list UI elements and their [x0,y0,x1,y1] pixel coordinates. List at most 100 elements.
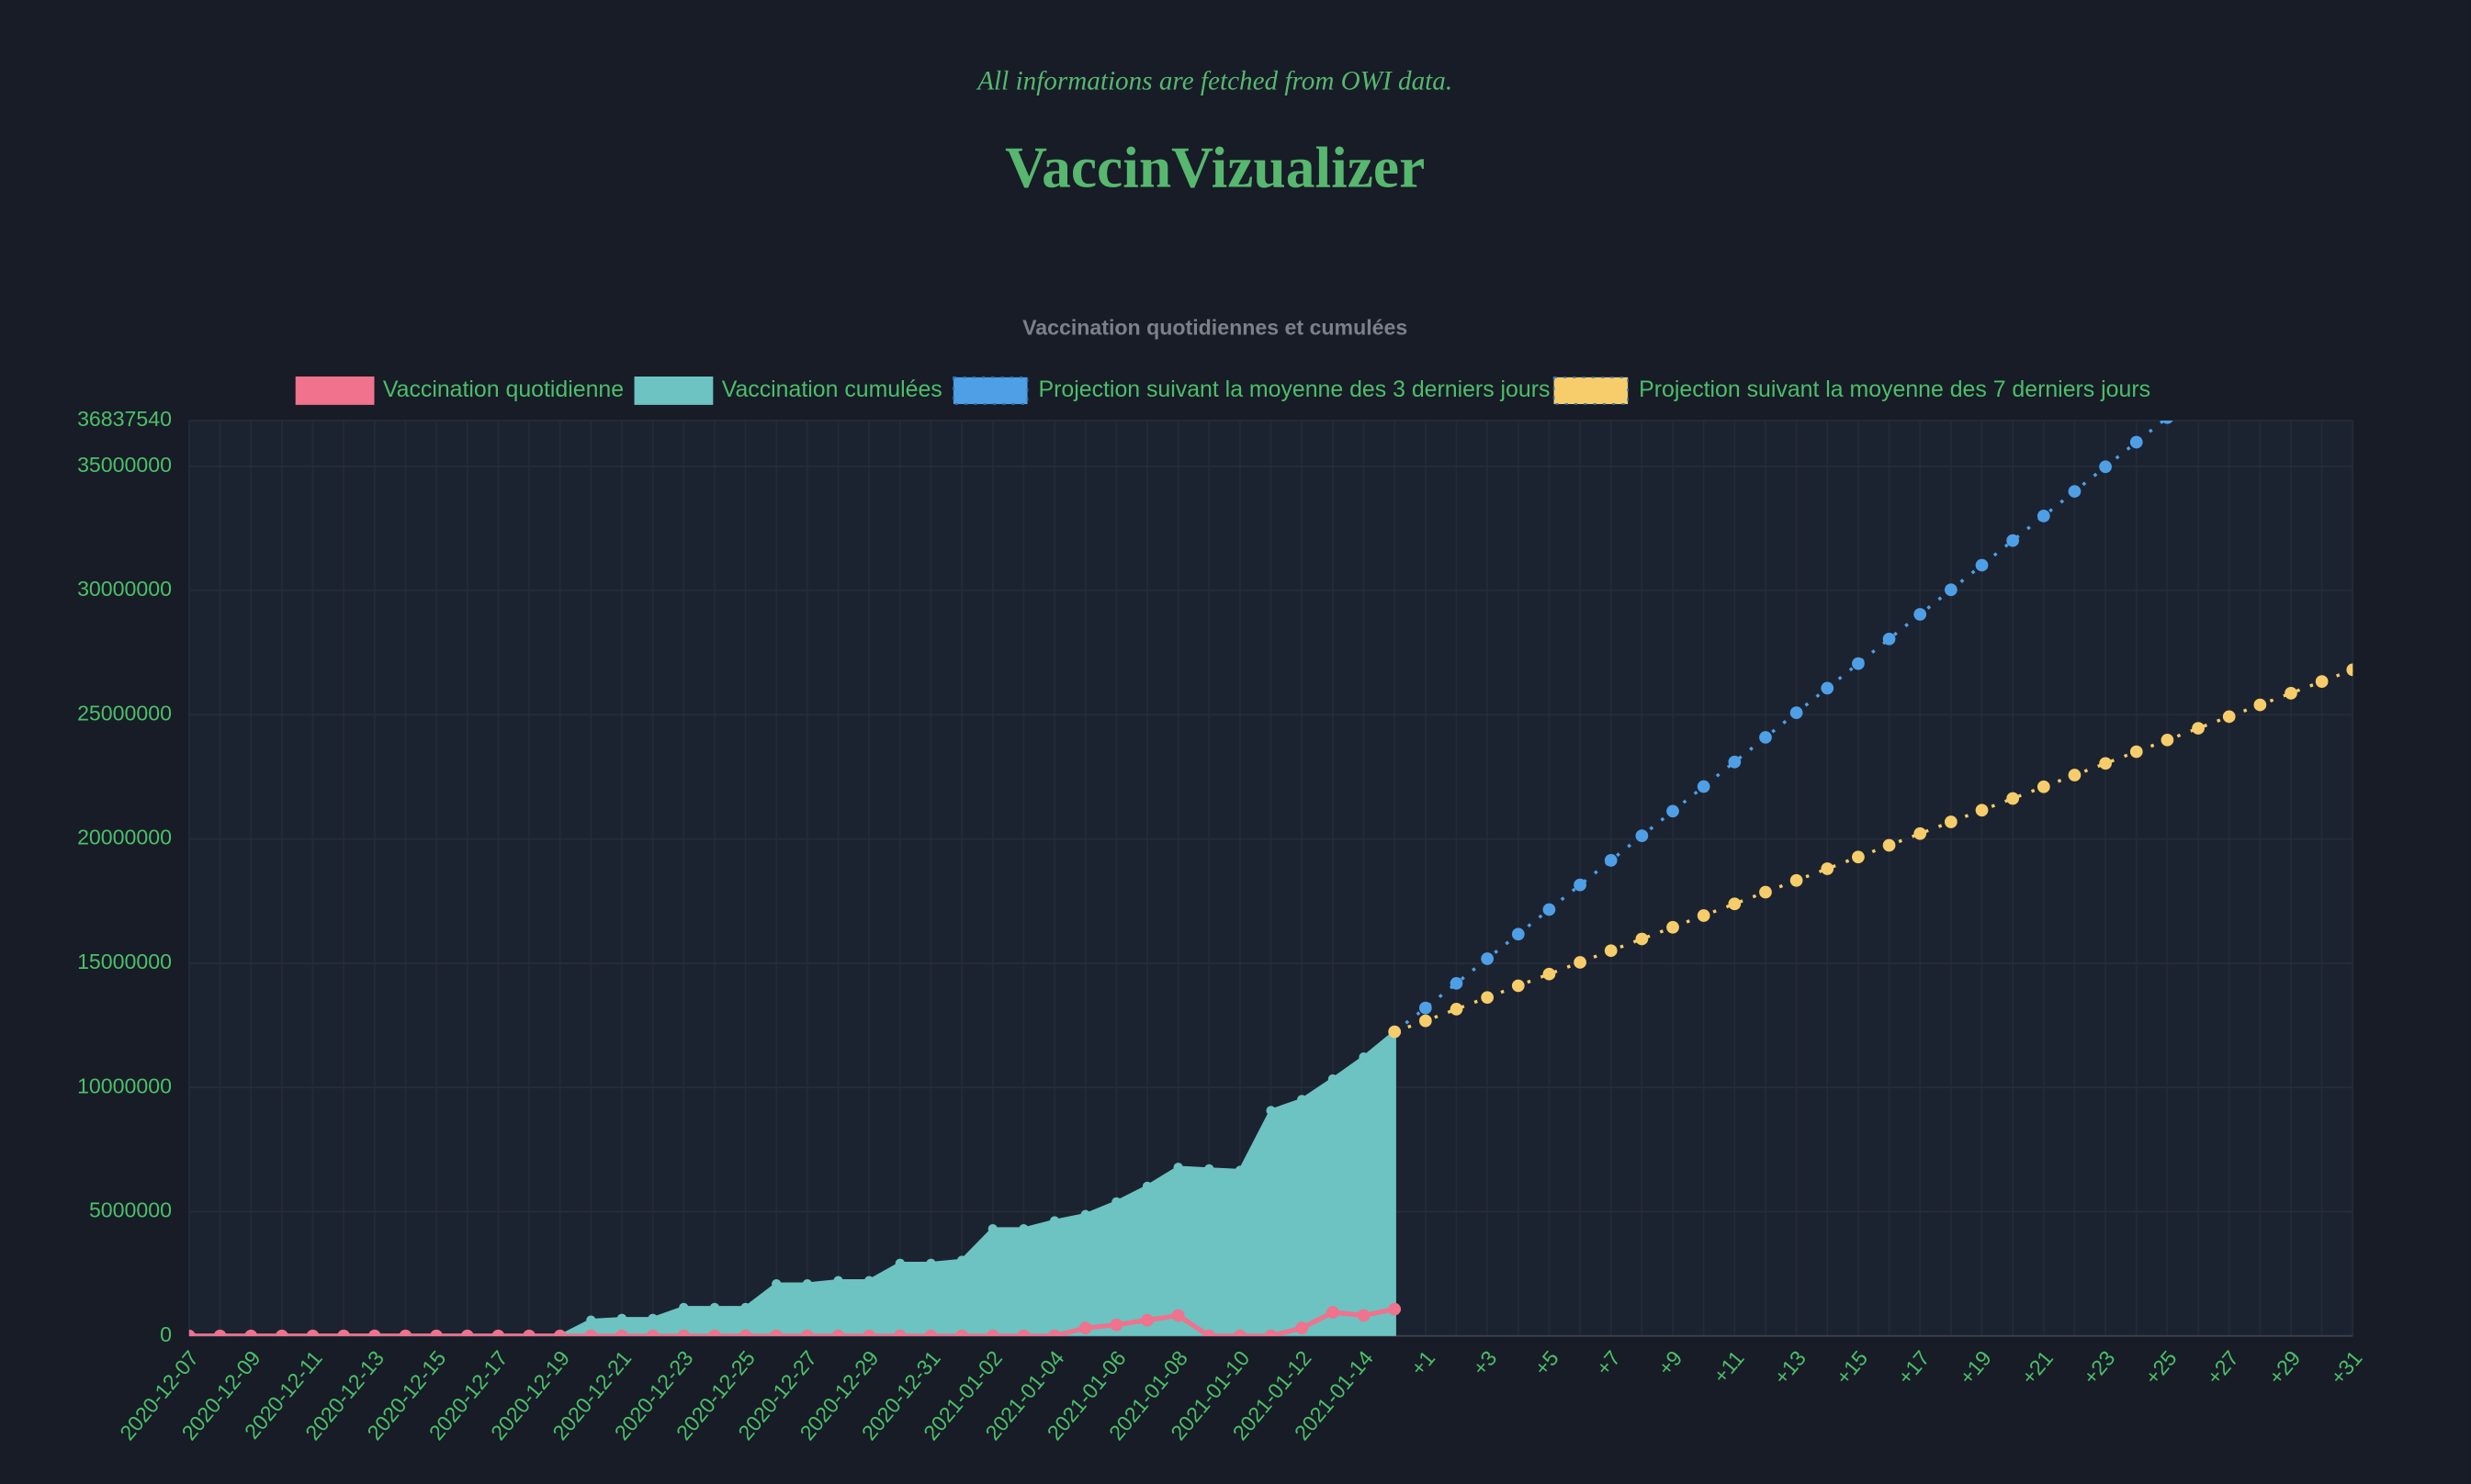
point [987,1223,998,1234]
point [1357,1309,1371,1322]
point [2006,534,2020,547]
point [2037,780,2050,793]
point [491,1329,505,1336]
legend-swatch [1552,377,1630,405]
point [1017,1329,1031,1336]
point [275,1329,288,1336]
point [584,1329,598,1336]
point [1913,826,1927,840]
y-tick-label: 0 [160,1322,172,1346]
point [801,1329,814,1336]
point [1048,1329,1061,1336]
legend-swatch [953,377,1029,405]
point [1141,1313,1154,1327]
point [1728,897,1742,911]
y-tick-label: 25000000 [77,701,172,725]
point [740,1302,750,1313]
point [337,1329,351,1336]
point [1821,681,1834,695]
point [2037,510,2050,523]
point [1542,903,1556,916]
point [1327,1074,1338,1085]
point [1049,1216,1060,1226]
point [1635,829,1649,842]
point [1728,755,1742,769]
point [1542,967,1556,981]
point [1450,1003,1463,1016]
point [1388,1302,1402,1316]
point [1944,815,1958,828]
point [1852,657,1865,670]
point [1418,1001,1432,1015]
point [1789,873,1803,887]
point [1202,1329,1216,1336]
point [1759,731,1772,744]
app-title: VaccinVizualizer [1005,134,1425,199]
point [2099,757,2112,770]
point [2346,663,2353,677]
point [213,1329,227,1336]
point [648,1313,658,1323]
point [1511,928,1525,941]
point [244,1329,258,1336]
point [679,1302,689,1313]
point [2129,745,2143,759]
point [1882,838,1896,852]
point [2222,710,2236,724]
point [1666,804,1679,818]
point [460,1329,474,1336]
point [955,1329,968,1336]
point [831,1329,845,1336]
point [1142,1181,1153,1192]
point [1450,976,1463,990]
point [2068,485,2082,498]
point [2192,722,2205,735]
point [2285,686,2297,700]
point [1604,854,1618,867]
point [864,1276,874,1286]
legend-swatch [634,377,714,405]
point [1882,632,1896,646]
point [2161,733,2174,747]
point [1173,1163,1183,1173]
point [1852,850,1865,864]
point [1080,1209,1090,1220]
point [770,1329,784,1336]
point [367,1329,381,1336]
area [188,1028,1396,1336]
point [1264,1329,1278,1336]
point [1975,558,1989,572]
point [677,1329,691,1336]
point [895,1258,905,1268]
point [802,1279,813,1289]
point [1235,1165,1246,1175]
legend-label: Projection suivant la moyenne des 3 dern… [1039,377,1551,402]
point [1388,1025,1402,1039]
point [1110,1318,1123,1332]
point [833,1276,843,1286]
point [586,1315,596,1325]
y-tick-label: 20000000 [77,826,172,849]
point [863,1329,876,1336]
line [1393,421,2166,1033]
legend-label: Vaccination cumulées [722,377,942,402]
point [306,1329,320,1336]
point [188,1329,196,1336]
point [1759,885,1772,899]
y-tick-label: 10000000 [77,1074,172,1097]
point [1913,608,1927,621]
point [1234,1329,1247,1336]
point [772,1279,782,1289]
point [1697,909,1710,922]
point [430,1329,443,1336]
legend-label: Projection suivant la moyenne des 7 dern… [1639,377,2150,402]
point [615,1329,628,1336]
point [553,1329,567,1336]
point [616,1313,627,1323]
line [188,1307,1395,1336]
legend-label: Vaccination quotidienne [383,377,624,402]
point [1789,706,1803,720]
point [708,1329,721,1336]
